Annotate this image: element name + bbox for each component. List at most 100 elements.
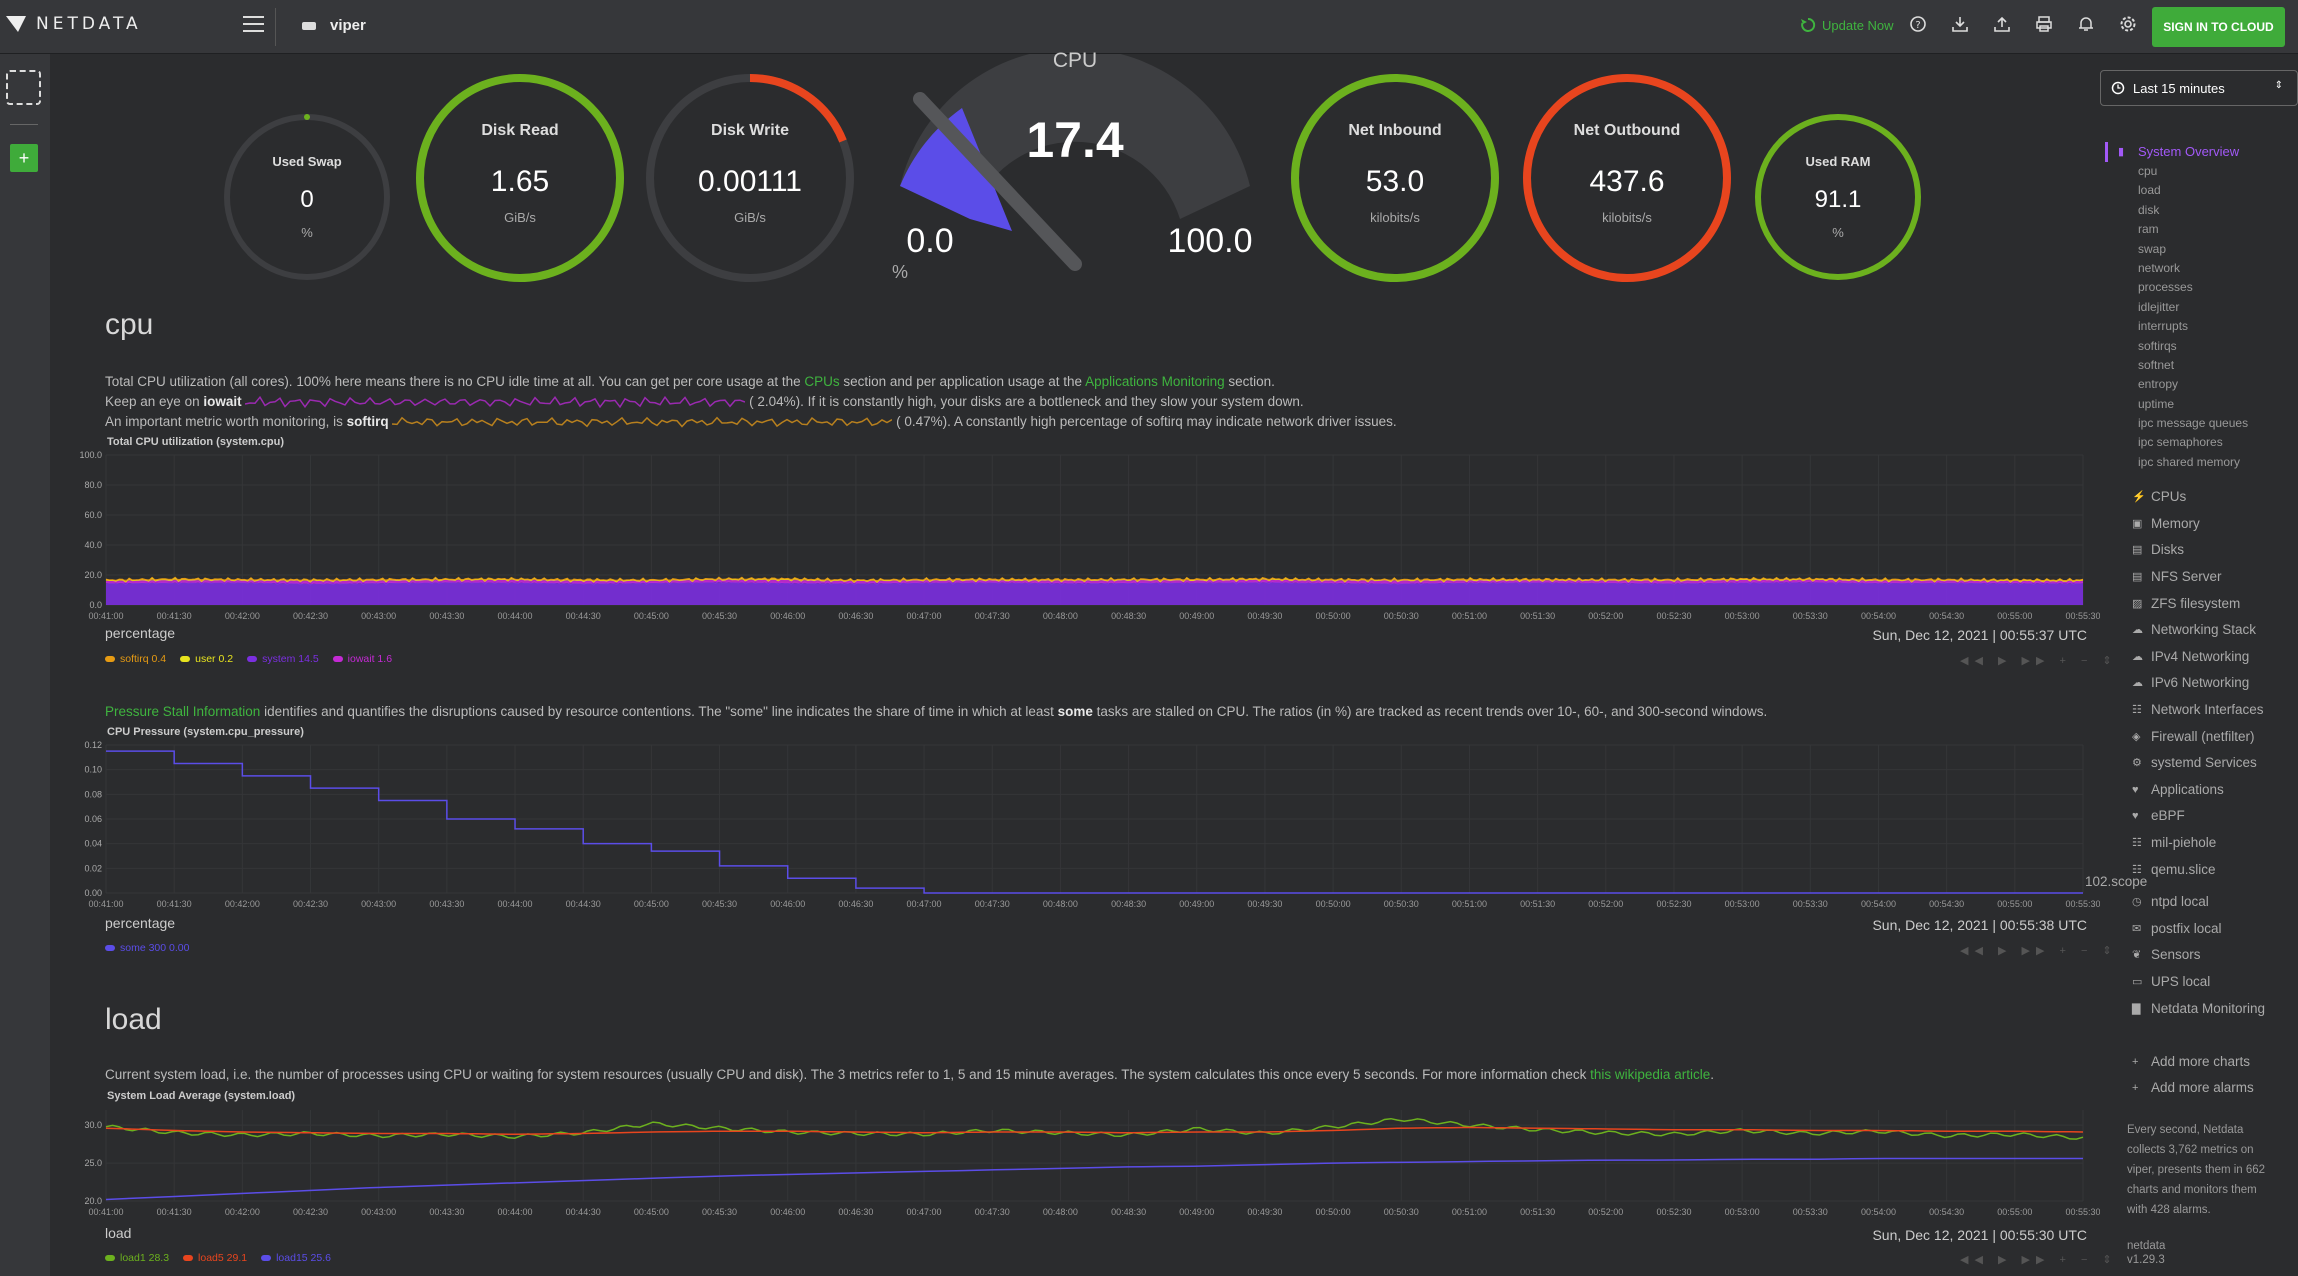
sidebar-item-postfix-local[interactable]: ✉ postfix local (2085, 916, 2298, 943)
psi-some-term: some (1057, 704, 1093, 719)
update-now-button[interactable]: Update Now (1800, 17, 1894, 33)
sidebar-subitem-uptime[interactable]: uptime (2138, 396, 2175, 411)
sidebar-subitem-cpu[interactable]: cpu (2138, 164, 2158, 178)
sidebar-subitem-disk[interactable]: disk (2138, 202, 2160, 217)
sidebar-item-zfs-filesystem[interactable]: ▨ ZFS filesystem (2085, 591, 2298, 618)
sidebar-item-ipv6-networking[interactable]: ☁ IPv6 Networking (2085, 670, 2298, 697)
sidebar-item-mil-piehole[interactable]: ☷ mil-piehole (2085, 830, 2298, 857)
sign-in-to-cloud-button[interactable]: SIGN IN TO CLOUD (2152, 7, 2285, 47)
iowait-sparkline (245, 396, 746, 409)
bell-icon[interactable] (2076, 15, 2096, 35)
netdata-logo[interactable]: NETDATA (6, 14, 142, 34)
sidebar-item-add-more-charts[interactable]: + Add more charts (2085, 1049, 2298, 1076)
chart-controls[interactable]: ◀◀ ▶ ▶▶ + − ⇕ (1960, 655, 2118, 667)
legend-item-softirq[interactable]: softirq 0.4 (105, 653, 166, 665)
hamburger-menu-icon[interactable] (243, 16, 264, 34)
sidebar-subitem-idlejitter[interactable]: idlejitter (2138, 299, 2180, 314)
sidebar-item-add-more-alarms[interactable]: + Add more alarms (2085, 1075, 2298, 1102)
system-load-chart[interactable]: 30.0 25.0 20.000:41:00 00:41:30 00:42:00 00:4… (0, 1100, 2100, 1230)
sidebar-item-system-overview[interactable]: ▮ System Overview (2105, 142, 2298, 162)
sidebar-item-disks[interactable]: ▤ Disks (2085, 537, 2298, 564)
legend-label: load5 29.1 (198, 1252, 248, 1264)
cpus-link[interactable]: CPUs (804, 374, 840, 389)
sidebar-subitem-ipc-message-queues[interactable]: ipc message queues (2138, 416, 2249, 431)
psi-link[interactable]: Pressure Stall Information (105, 704, 261, 719)
sidebar-item-memory[interactable]: ▣ Memory (2085, 511, 2298, 538)
sidebar-item-label: qemu.slice (2151, 861, 2216, 877)
legend-item-some-300[interactable]: some 300 0.00 (105, 942, 189, 954)
x-tick-label: 00:48:00 (1043, 611, 1078, 621)
cpu-desc-text: Total CPU utilization (all cores). 100% … (105, 374, 805, 389)
sidebar-item-102-scope[interactable]: 102.scope (2085, 875, 2298, 889)
toolbar-icons: ? (1908, 15, 2138, 35)
legend-item-load1[interactable]: load1 28.3 (105, 1252, 169, 1264)
sidebar-item-firewall-netfilter-[interactable]: ◈ Firewall (netfilter) (2085, 724, 2298, 751)
sidebar-subitem-processes[interactable]: processes (2138, 280, 2193, 295)
cpu-gauge-value: 17.4 (1026, 112, 1124, 168)
sidebar-item-cpus[interactable]: ⚡ CPUs (2085, 484, 2298, 511)
legend-item-load15[interactable]: load15 25.6 (261, 1252, 331, 1264)
sidebar-item-ups-local[interactable]: ▭ UPS local (2085, 969, 2298, 996)
sidebar-subitem-interrupts[interactable]: interrupts (2138, 319, 2189, 334)
print-icon[interactable] (2034, 15, 2054, 35)
help-icon[interactable]: ? (1908, 15, 1928, 35)
settings-icon[interactable] (2118, 15, 2138, 35)
load-desc-text: . (1710, 1067, 1714, 1082)
sidebar-subitem-network[interactable]: network (2138, 260, 2181, 275)
sidebar-item-netdata-monitoring[interactable]: ▇ Netdata Monitoring (2085, 996, 2298, 1023)
disk-read-gauge-arc (416, 74, 624, 282)
x-tick-label: 00:50:00 (1316, 1207, 1351, 1217)
applications-monitoring-link[interactable]: Applications Monitoring (1085, 374, 1225, 389)
wikipedia-link[interactable]: this wikipedia article (1590, 1067, 1711, 1082)
disk-read-value: 1.65 (490, 165, 550, 198)
x-tick-label: 00:50:00 (1316, 611, 1351, 621)
sidebar-subitem-ipc-semaphores[interactable]: ipc semaphores (2138, 435, 2223, 450)
sidebar-item-qemu-slice[interactable]: ☷ qemu.slice (2085, 857, 2298, 884)
legend-item-system[interactable]: system 14.5 (247, 653, 319, 665)
sidebar-item-ntpd-local[interactable]: ◷ ntpd local (2085, 889, 2298, 916)
server-icon: ▤ (2132, 571, 2143, 584)
net-inbound-unit: kilobits/s (1370, 210, 1420, 225)
y-tick-label: 0.10 (84, 765, 102, 775)
add-space-button[interactable]: + (10, 144, 38, 172)
sidebar-item-applications[interactable]: ♥ Applications (2085, 777, 2298, 804)
sidebar-subitem-ram[interactable]: ram (2138, 222, 2159, 237)
sidebar-item-label: IPv6 Networking (2151, 675, 2250, 691)
x-tick-label: 00:47:00 (907, 1207, 942, 1217)
chart-controls[interactable]: ◀◀ ▶ ▶▶ + − ⇕ (1960, 1254, 2118, 1266)
cpu-utilization-chart[interactable]: 100.0 80.0 60.0 40.0 20.0 0.000:41:00 00:41:30… (0, 445, 2100, 625)
cpu-description: Total CPU utilization (all cores). 100% … (105, 372, 2055, 432)
sidebar-subitem-entropy[interactable]: entropy (2138, 377, 2179, 392)
sidebar-item-network-interfaces[interactable]: ☷ Network Interfaces (2085, 697, 2298, 724)
x-tick-label: 00:41:00 (88, 611, 123, 621)
legend-item-user[interactable]: user 0.2 (180, 653, 233, 665)
netdata-footer-name: netdata (2127, 1240, 2166, 1252)
sidebar-item-networking-stack[interactable]: ☁ Networking Stack (2085, 617, 2298, 644)
download-icon[interactable] (1950, 15, 1970, 35)
sidebar-subitem-load[interactable]: load (2138, 183, 2161, 198)
time-range-selector[interactable]: Last 15 minutes ⇕ (2100, 70, 2298, 106)
sidebar-subitem-softirqs[interactable]: softirqs (2138, 338, 2177, 353)
sidebar-item-ebpf[interactable]: ♥ eBPF (2085, 803, 2298, 830)
legend-item-iowait[interactable]: iowait 1.6 (332, 653, 392, 665)
sidebar-subitem-ipc-shared-memory[interactable]: ipc shared memory (2138, 454, 2241, 469)
legend-swatch (105, 945, 115, 951)
sidebar-item-systemd-services[interactable]: ⚙ systemd Services (2085, 750, 2298, 777)
y-tick-label: 100.0 (79, 450, 102, 460)
sidebar-item-ipv4-networking[interactable]: ☁ IPv4 Networking (2085, 644, 2298, 671)
upload-icon[interactable] (1992, 15, 2012, 35)
host-selector[interactable]: viper (302, 17, 366, 34)
x-tick-label: 00:55:30 (2065, 611, 2100, 621)
y-tick-label: 25.0 (84, 1158, 102, 1168)
x-tick-label: 00:46:00 (770, 899, 805, 909)
sidebar-subitem-swap[interactable]: swap (2138, 241, 2167, 256)
x-tick-label: 00:54:00 (1861, 611, 1896, 621)
space-selector[interactable] (6, 70, 41, 105)
plus-icon: + (2132, 1082, 2139, 1095)
sidebar-item-sensors[interactable]: ❦ Sensors (2085, 942, 2298, 969)
sidebar-item-nfs-server[interactable]: ▤ NFS Server (2085, 564, 2298, 591)
sidebar-subitem-softnet[interactable]: softnet (2138, 357, 2175, 372)
legend-item-load5[interactable]: load5 29.1 (183, 1252, 247, 1264)
chart-controls[interactable]: ◀◀ ▶ ▶▶ + − ⇕ (1960, 945, 2118, 957)
